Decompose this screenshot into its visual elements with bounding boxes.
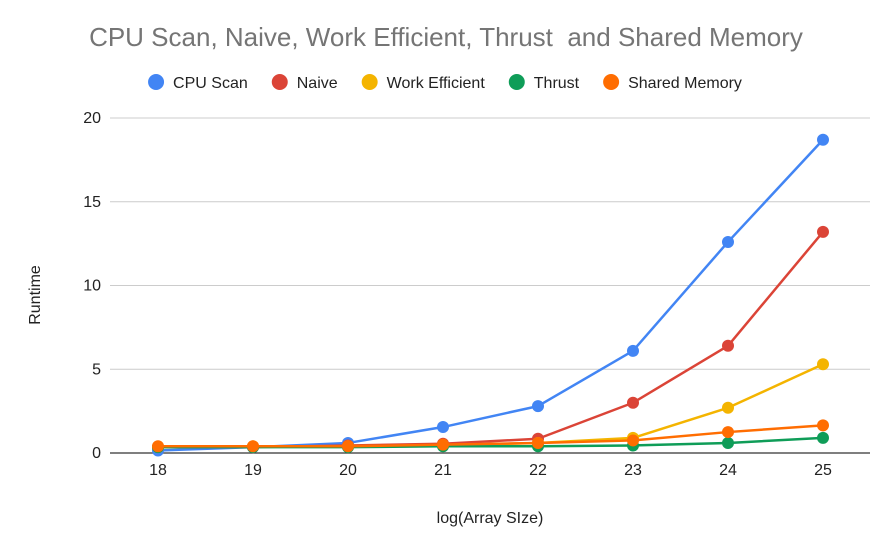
chart-title: CPU Scan, Naive, Work Efficient, Thrust … bbox=[89, 22, 803, 52]
x-axis-label: log(Array SIze) bbox=[437, 510, 544, 527]
x-tick-label: 18 bbox=[149, 462, 167, 479]
data-point bbox=[627, 396, 639, 409]
data-point bbox=[817, 431, 829, 444]
legend-item: Shared Memory bbox=[603, 74, 742, 92]
data-point bbox=[152, 440, 164, 453]
data-point bbox=[437, 421, 449, 434]
data-point bbox=[722, 235, 734, 248]
data-point bbox=[532, 436, 544, 449]
data-point bbox=[722, 426, 734, 439]
legend-label: CPU Scan bbox=[173, 75, 248, 92]
legend-marker bbox=[148, 74, 165, 90]
series-line bbox=[157, 138, 824, 452]
data-point bbox=[817, 225, 829, 238]
x-tick-label: 19 bbox=[244, 462, 262, 479]
legend-marker bbox=[361, 74, 378, 90]
data-point bbox=[817, 133, 829, 146]
x-tick-label: 21 bbox=[434, 462, 452, 479]
x-tick-label: 23 bbox=[624, 462, 642, 479]
y-axis-label: Runtime bbox=[27, 265, 44, 325]
legend-label: Shared Memory bbox=[628, 75, 742, 92]
series-naive bbox=[152, 225, 829, 454]
y-tick-label: 15 bbox=[83, 194, 101, 211]
data-point bbox=[532, 400, 544, 413]
legend-label: Work Efficient bbox=[387, 75, 486, 92]
series-line bbox=[158, 231, 824, 449]
x-tick-label: 24 bbox=[719, 462, 737, 479]
data-point bbox=[722, 401, 734, 414]
data-point bbox=[722, 339, 734, 352]
series-line bbox=[158, 424, 824, 448]
data-point bbox=[627, 344, 639, 357]
x-tick-label: 20 bbox=[339, 462, 357, 479]
legend-label: Thrust bbox=[534, 75, 580, 92]
data-point bbox=[627, 434, 639, 447]
data-point bbox=[722, 436, 734, 449]
legend-marker bbox=[271, 74, 288, 90]
legend-item: Thrust bbox=[508, 74, 580, 92]
legend-item: Naive bbox=[271, 74, 338, 92]
legend-label: Naive bbox=[297, 75, 338, 92]
data-point bbox=[247, 440, 259, 453]
series-shared-memory bbox=[152, 419, 829, 453]
legend-item: Work Efficient bbox=[361, 74, 486, 92]
series-layer bbox=[152, 133, 829, 457]
legend: CPU Scan Naive Work Efficient Thrust Shared … bbox=[148, 74, 742, 92]
data-point bbox=[342, 440, 354, 453]
legend-marker bbox=[603, 74, 620, 90]
legend-item: CPU Scan bbox=[148, 74, 248, 92]
axes: 0 5 10 15 20 18 19 20 21 22 23 24 25 bbox=[83, 110, 832, 479]
data-point bbox=[817, 358, 829, 371]
data-point bbox=[817, 419, 829, 432]
y-tick-label: 10 bbox=[83, 278, 101, 295]
data-point bbox=[437, 438, 449, 451]
legend-marker bbox=[508, 74, 525, 90]
y-tick-label: 20 bbox=[83, 110, 101, 127]
y-tick-label: 5 bbox=[92, 361, 101, 378]
x-tick-label: 25 bbox=[814, 462, 832, 479]
grid-lines bbox=[110, 117, 870, 454]
y-tick-label: 0 bbox=[92, 445, 101, 462]
x-tick-label: 22 bbox=[529, 462, 547, 479]
